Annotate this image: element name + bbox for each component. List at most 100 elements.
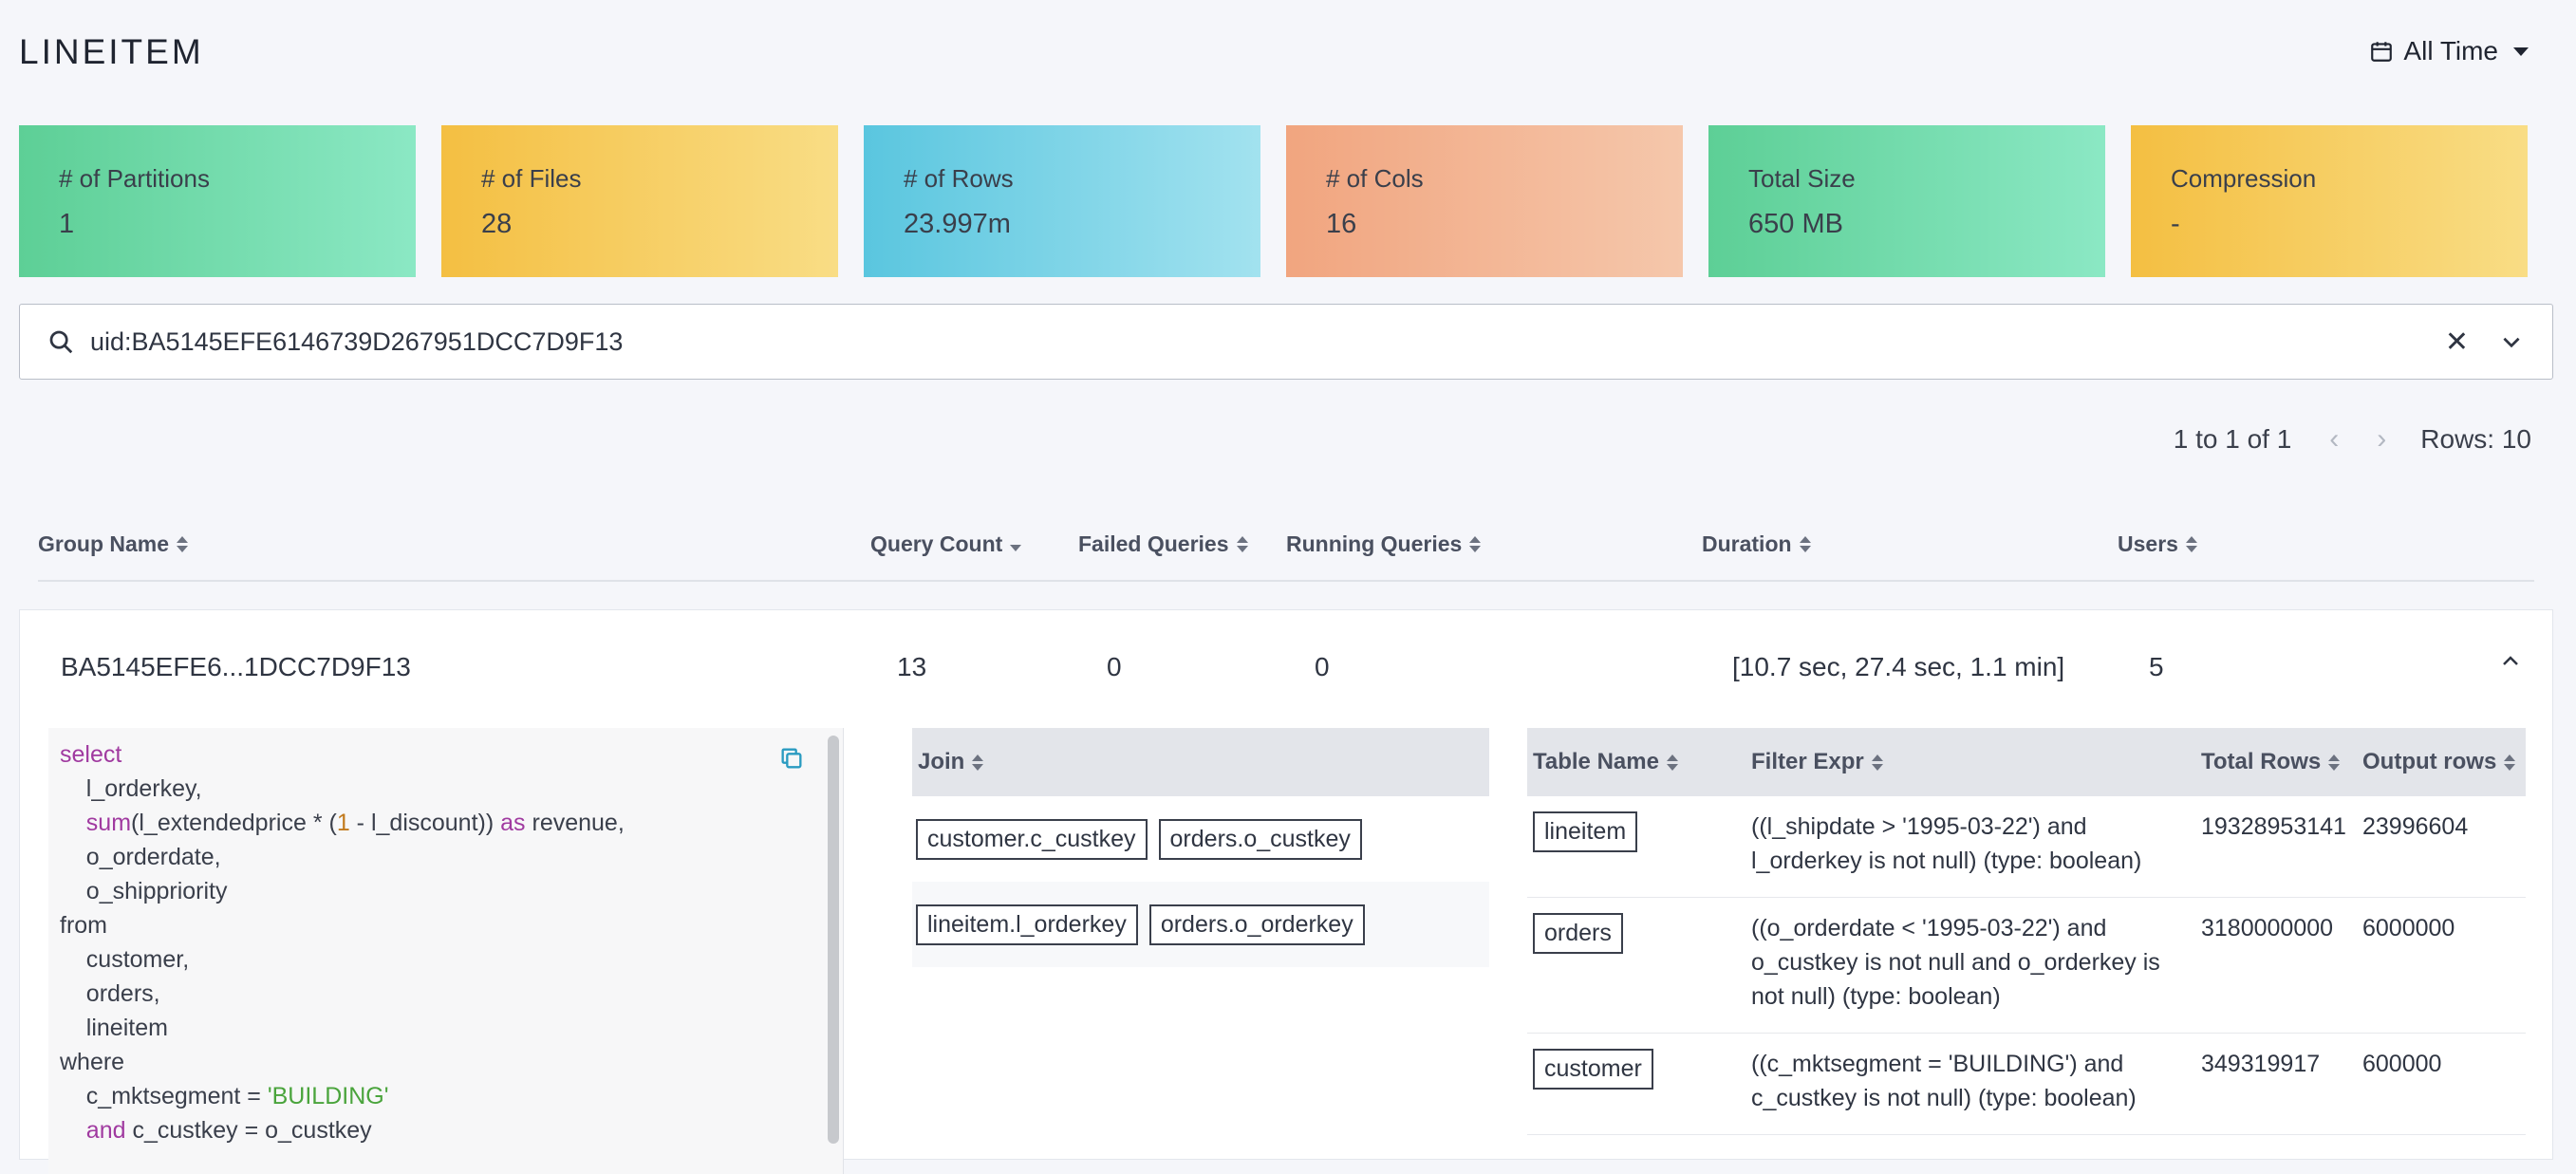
stat-value: 1 [59, 209, 75, 239]
caret-down-icon [2513, 47, 2529, 56]
chevron-down-icon[interactable] [2499, 329, 2524, 354]
sql-string: 'BUILDING' [267, 1083, 389, 1109]
stat-label: # of Rows [904, 164, 1014, 193]
sql-line: where [60, 1045, 843, 1079]
join-key-tag: orders.o_orderkey [1148, 904, 1365, 945]
sort-icon [1799, 536, 1811, 552]
sql-keyword: and [85, 1117, 126, 1144]
column-label: Running Queries [1286, 531, 1463, 556]
total-rows-cell: 3180000000 [2201, 915, 2334, 941]
total-rows-cell: 349319917 [2201, 1051, 2321, 1077]
table-header: Group Name Query Count Failed Queries Ru… [38, 527, 2534, 582]
output-rows-cell: 600000 [2362, 1051, 2442, 1077]
column-duration[interactable]: Duration [1702, 531, 1811, 557]
sql-text: l_orderkey, [85, 775, 202, 802]
join-row: customer.c_custkey orders.o_custkey [912, 796, 1489, 882]
chevron-up-icon[interactable] [2499, 650, 2522, 673]
column-label: Filter Expr [1751, 749, 1864, 774]
users-cell: 5 [2149, 652, 2164, 681]
filter-expr-line: not null) (type: boolean) [1751, 983, 2001, 1010]
join-key-tag: orders.o_custkey [1158, 818, 1362, 860]
stat-value: 16 [1326, 209, 1357, 239]
query-count-cell: 13 [897, 652, 927, 681]
filter-table: Table Name Filter Expr Total Rows Output… [1527, 728, 2526, 1135]
filter-expr-line: ((c_mktsegment = 'BUILDING') and [1751, 1051, 2124, 1077]
stat-value: - [2171, 209, 2180, 239]
column-label: Query Count [870, 531, 1003, 556]
group-name-cell[interactable]: BA5145EFE6...1DCC7D9F13 [61, 652, 411, 681]
filter-expr-line: ((l_shipdate > '1995-03-22') and [1751, 813, 2087, 840]
stat-value: 650 MB [1748, 209, 1843, 239]
output-rows-cell: 23996604 [2362, 813, 2469, 840]
copy-icon[interactable] [778, 745, 805, 772]
total-rows-cell: 19328953141 [2201, 813, 2346, 840]
table-name-tag: customer [1533, 1049, 1653, 1090]
column-label: Output rows [2362, 749, 2497, 774]
sql-line: lineitem [60, 1011, 843, 1045]
filter-expr-line: o_custkey is not null and o_orderkey is [1751, 949, 2160, 976]
stat-card-cols: # of Cols 16 [1286, 125, 1683, 277]
join-header[interactable]: Join [912, 728, 1489, 796]
filter-expr-cell: ((c_mktsegment = 'BUILDING') and c_custk… [1751, 1047, 2137, 1115]
sql-scrollbar[interactable] [828, 736, 839, 1144]
column-output-rows[interactable]: Output rows [2362, 749, 2516, 775]
sql-text: c_custkey = o_custkey [125, 1117, 372, 1144]
stat-card-total-size: Total Size 650 MB [1708, 125, 2105, 277]
sql-text: lineitem [85, 1015, 168, 1041]
sql-line: sum(l_extendedprice * (1 - l_discount)) … [60, 806, 843, 840]
sql-number: 1 [336, 810, 350, 836]
sort-icon [177, 536, 189, 552]
prev-page-icon[interactable]: ‹ [2329, 423, 2340, 455]
search-icon [49, 330, 73, 354]
rows-per-page[interactable]: Rows: 10 [2420, 424, 2531, 454]
stat-label: # of Cols [1326, 164, 1424, 193]
sort-icon [1236, 536, 1248, 552]
next-page-icon[interactable]: › [2377, 423, 2387, 455]
table-row-expanded: BA5145EFE6...1DCC7D9F13 13 0 0 [10.7 sec… [19, 609, 2553, 1174]
sql-keyword: sum [85, 810, 132, 836]
stats-cards: # of Partitions 1 # of Files 28 # of Row… [19, 125, 2528, 277]
column-label: Users [2118, 531, 2178, 556]
filter-table-header: Table Name Filter Expr Total Rows Output… [1527, 728, 2526, 796]
sql-line: c_mktsegment = 'BUILDING' [60, 1079, 843, 1113]
column-failed-queries[interactable]: Failed Queries [1078, 531, 1248, 557]
sql-line: orders, [60, 977, 843, 1011]
sort-icon [2504, 754, 2516, 771]
failed-queries-cell: 0 [1107, 652, 1122, 681]
page-range: 1 to 1 of 1 [2173, 424, 2292, 454]
column-filter-expr[interactable]: Filter Expr [1751, 749, 1883, 775]
column-label: Table Name [1533, 749, 1659, 774]
column-label: Join [918, 749, 965, 774]
join-key-tag: customer.c_custkey [916, 818, 1148, 860]
filter-row: orders ((o_orderdate < '1995-03-22') and… [1527, 898, 2526, 1034]
column-users[interactable]: Users [2118, 531, 2197, 557]
stat-label: Total Size [1748, 164, 1856, 193]
stat-label: # of Files [481, 164, 582, 193]
column-running-queries[interactable]: Running Queries [1286, 531, 1482, 557]
column-label: Duration [1702, 531, 1792, 556]
column-query-count[interactable]: Query Count [870, 531, 1022, 557]
stat-label: Compression [2171, 164, 2317, 193]
filter-expr-line: l_orderkey is not null) (type: boolean) [1751, 848, 2142, 874]
sql-text: where [60, 1049, 125, 1075]
sql-text: c_mktsegment = [85, 1083, 268, 1109]
column-group-name[interactable]: Group Name [38, 531, 189, 557]
time-range-label: All Time [2403, 36, 2498, 65]
time-range-dropdown[interactable]: All Time [2369, 36, 2529, 66]
column-table-name[interactable]: Table Name [1533, 749, 1678, 775]
clear-search-icon[interactable]: ✕ [2444, 326, 2469, 358]
sort-desc-icon [1010, 545, 1022, 551]
filter-row: lineitem ((l_shipdate > '1995-03-22') an… [1527, 796, 2526, 898]
running-queries-cell: 0 [1315, 652, 1330, 681]
filter-expr-cell: ((o_orderdate < '1995-03-22') and o_cust… [1751, 911, 2160, 1014]
pagination: 1 to 1 of 1 ‹ › Rows: 10 [2174, 423, 2531, 456]
sql-line: select [60, 737, 843, 772]
sql-keyword: select [60, 741, 122, 768]
output-rows-cell: 6000000 [2362, 915, 2455, 941]
sql-text: revenue, [525, 810, 625, 836]
sql-line: from [60, 908, 843, 942]
sql-line: l_orderkey, [60, 772, 843, 806]
column-total-rows[interactable]: Total Rows [2201, 749, 2341, 775]
search-input[interactable] [88, 326, 2370, 358]
sort-icon [1871, 754, 1883, 771]
